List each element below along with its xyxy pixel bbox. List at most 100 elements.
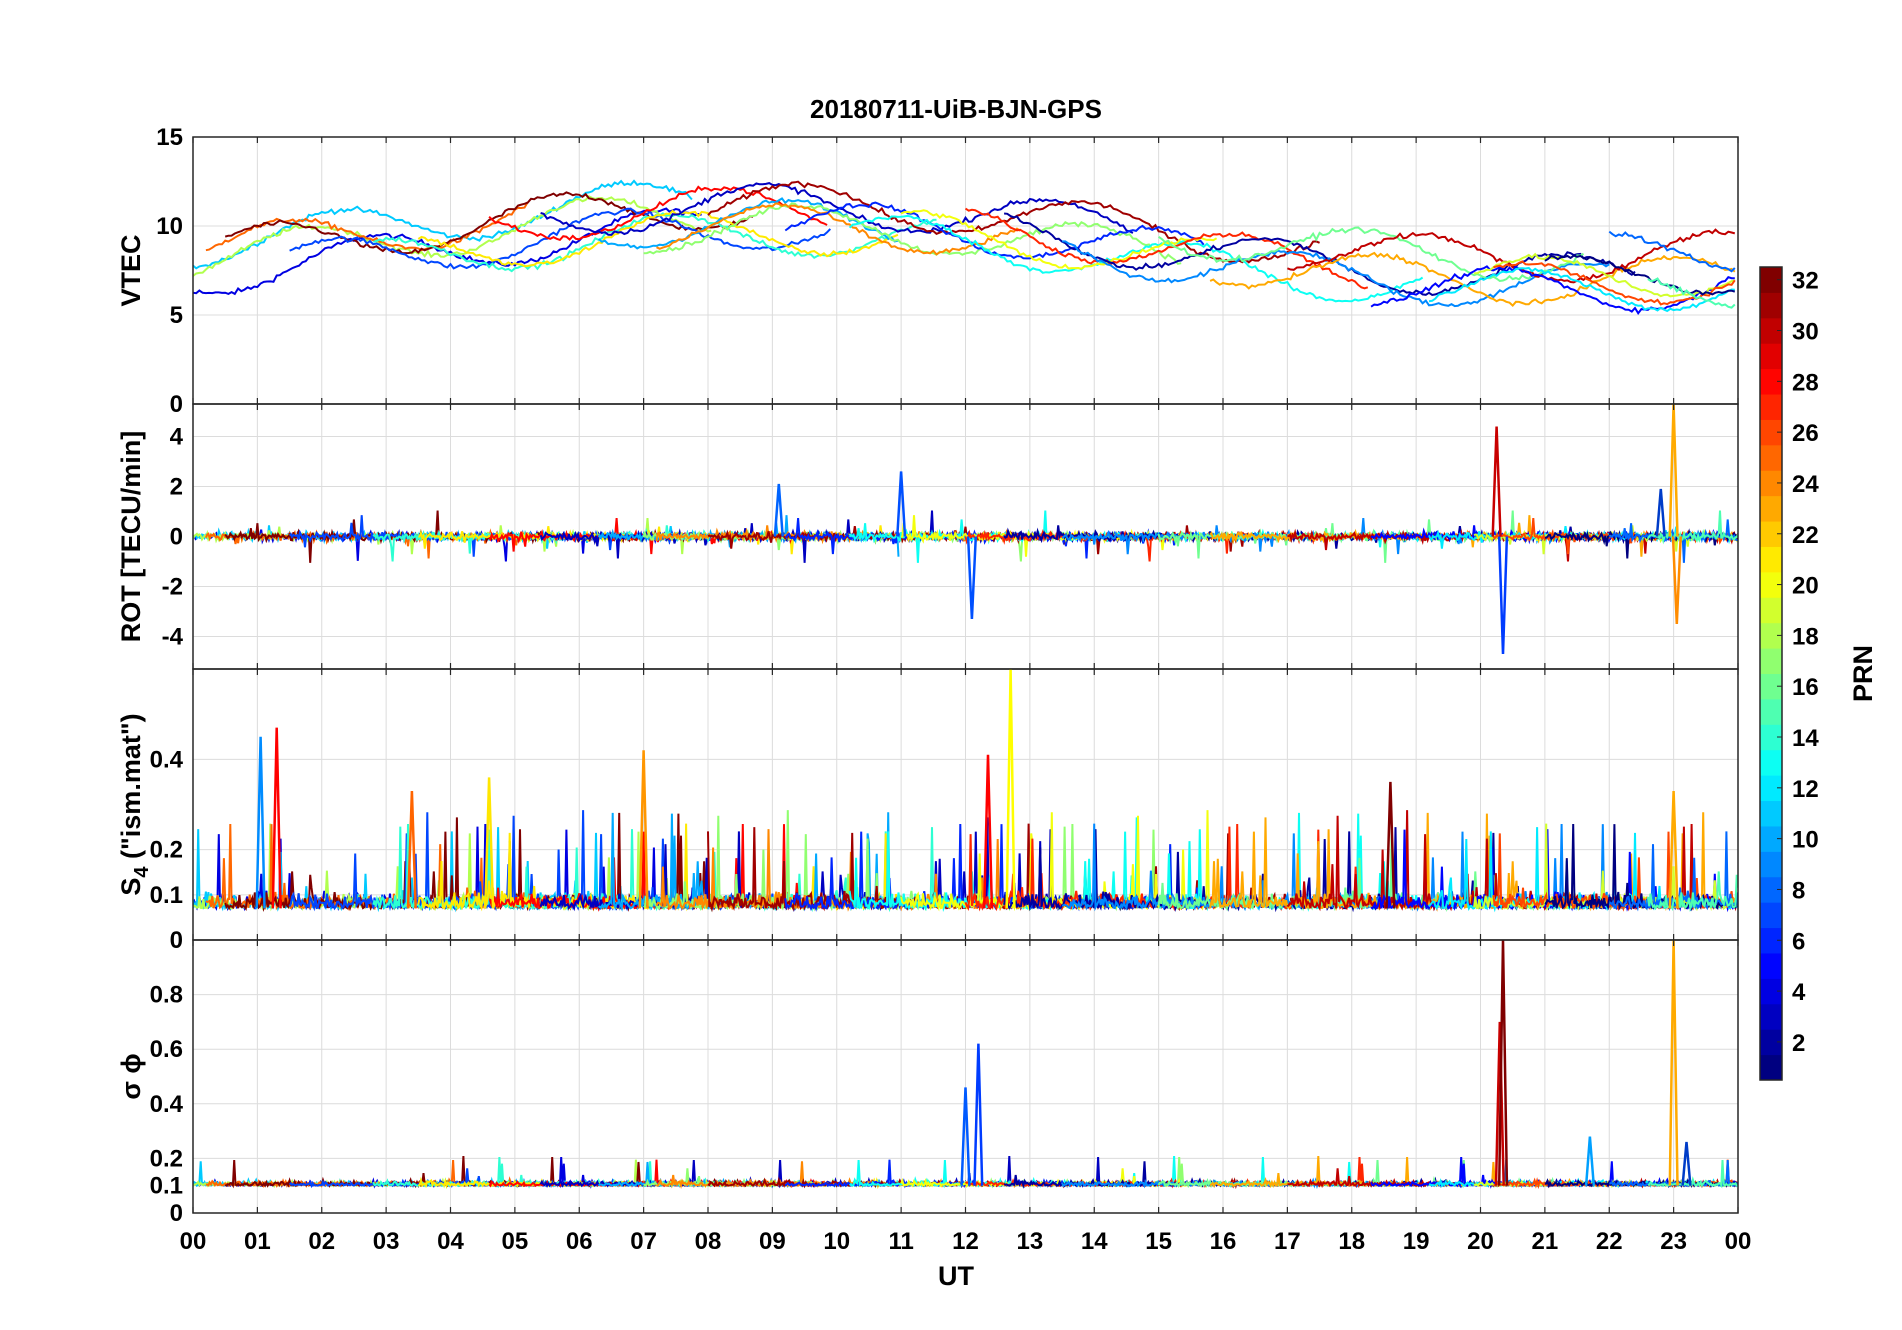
sigma_phi-spike-2: [1494, 1021, 1505, 1186]
colorbar-swatch-17: [1760, 648, 1782, 674]
x-tick-6: 06: [566, 1228, 593, 1255]
sigma_phi-ytick-2: 0.2: [150, 1145, 183, 1172]
colorbar-tick-14: 30: [1792, 319, 1819, 346]
rot-spike-1: [966, 536, 978, 620]
x-tick-7: 07: [630, 1228, 657, 1255]
rot-series-prn-15: [1647, 510, 1738, 545]
colorbar-swatch-27: [1760, 394, 1782, 420]
colorbar-swatch-13: [1760, 749, 1782, 776]
colorbar-label: PRN: [1848, 645, 1878, 702]
colorbar-swatch-18: [1760, 622, 1782, 649]
s4-spike-6: [1385, 781, 1396, 909]
panel-rot: -4 -2 0 2 4 ROT [TECU/min]: [116, 403, 1739, 670]
colorbar-swatch-5: [1760, 952, 1782, 979]
sigma_phi-ytick-1: 0.1: [150, 1173, 183, 1200]
vtec-ytick-1: 5: [170, 302, 183, 329]
vtec-series-prn-24: [656, 202, 1021, 256]
rot-ytick-2: 0: [170, 524, 183, 551]
colorbar-swatch-16: [1760, 673, 1782, 700]
sigma_phi-spike-0: [960, 1087, 971, 1186]
colorbar-tick-15: 32: [1792, 268, 1819, 295]
rot-ylabel: ROT [TECU/min]: [116, 431, 146, 642]
sigma_phi-ytick-3: 0.4: [150, 1091, 184, 1118]
vtec-series-prn-23: [1209, 251, 1736, 308]
s4-spike-8: [406, 790, 417, 909]
colorbar-swatch-7: [1760, 902, 1782, 929]
vtec-series-prn-20: [900, 209, 1218, 270]
s4-spike-1: [271, 727, 282, 909]
vtec-series-prn-32: [224, 191, 754, 255]
colorbar-tick-10: 22: [1792, 522, 1819, 549]
colorbar-tick-3: 8: [1792, 877, 1805, 904]
x-tick-8: 08: [695, 1228, 722, 1255]
vtec-series-prn-13: [848, 214, 1424, 303]
colorbar-tick-2: 6: [1792, 928, 1805, 955]
colorbar-swatch-28: [1760, 368, 1782, 395]
s4-spike-3: [982, 754, 994, 909]
panel-s4: 0 0.1 0.2 0.4S4 ("ism.mat"): [116, 668, 1739, 954]
x-tick-3: 03: [373, 1228, 400, 1255]
x-tick-18: 18: [1338, 1228, 1365, 1255]
x-tick-15: 15: [1145, 1228, 1172, 1255]
x-tick-9: 09: [759, 1228, 786, 1255]
rot-spike-5: [1668, 404, 1679, 537]
colorbar-swatch-1: [1760, 1054, 1782, 1081]
rot-series: [193, 404, 1738, 655]
vtec-ytick-0: 0: [170, 391, 183, 418]
colorbar-swatch-20: [1760, 571, 1782, 598]
x-tick-17: 17: [1274, 1228, 1301, 1255]
sigma_phi-spike-1: [973, 1043, 984, 1186]
colorbar-tick-1: 4: [1792, 979, 1806, 1006]
vtec-series-prn-27: [964, 207, 1369, 290]
colorbar-tick-12: 26: [1792, 420, 1819, 447]
x-tick-21: 21: [1532, 1228, 1559, 1255]
colorbar-swatch-6: [1760, 927, 1782, 954]
vtec-series-prn-28: [488, 185, 828, 242]
x-tick-labels: 00 01 02 03 04 05 06 07 08 09 10 11 12 13 14 15 16 17 18 19…: [180, 1228, 1752, 1255]
colorbar-tick-0: 2: [1792, 1030, 1805, 1057]
sigma_phi-spike-4: [1668, 940, 1679, 1186]
vtec-series-prn-11: [193, 179, 693, 270]
colorbar-swatch-23: [1760, 495, 1782, 522]
colorbar-swatch-14: [1760, 724, 1782, 751]
colorbar-swatch-4: [1760, 978, 1782, 1005]
rot-ytick-0: -4: [162, 624, 184, 651]
vtec-ytick-2: 10: [156, 213, 183, 240]
colorbar-tick-5: 12: [1792, 776, 1819, 803]
rot-spike-3: [1491, 426, 1502, 537]
sigma_phi-ylabel: σ ϕ: [116, 1053, 146, 1099]
x-tick-2: 02: [308, 1228, 335, 1255]
x-tick-0: 00: [180, 1228, 207, 1255]
colorbar-swatch-15: [1760, 698, 1782, 725]
vtec-series-prn-8: [1608, 230, 1736, 273]
vtec-ytick-3: 15: [156, 124, 183, 151]
x-tick-16: 16: [1210, 1228, 1237, 1255]
colorbar-tick-13: 28: [1792, 369, 1819, 396]
x-tick-23: 23: [1660, 1228, 1687, 1255]
colorbar-swatch-9: [1760, 851, 1782, 878]
colorbar-swatch-21: [1760, 546, 1782, 573]
colorbar-swatch-24: [1760, 470, 1782, 497]
colorbar-swatch-30: [1760, 317, 1782, 344]
x-tick-22: 22: [1596, 1228, 1623, 1255]
s4-spike-0: [255, 736, 266, 909]
x-tick-24: 00: [1725, 1228, 1752, 1255]
x-tick-12: 12: [952, 1228, 979, 1255]
vtec-series-prn-12: [1428, 266, 1735, 313]
x-tick-10: 10: [823, 1228, 850, 1255]
colorbar-tick-11: 24: [1792, 471, 1819, 498]
sigma_phi-series-prn-15: [1647, 1160, 1738, 1189]
vtec-series-prn-2: [1004, 212, 1636, 297]
rot-spike-6: [1671, 536, 1682, 625]
colorbar-tick-4: 10: [1792, 827, 1819, 854]
rot-ytick-4: 4: [170, 424, 184, 451]
colorbar-tick-6: 14: [1792, 725, 1819, 752]
vtec-series-prn-1: [1544, 254, 1736, 296]
rot-spike-7: [1655, 488, 1666, 537]
colorbar-swatch-11: [1760, 800, 1782, 827]
chart-title: 20180711-UiB-BJN-GPS: [810, 94, 1102, 124]
x-tick-4: 04: [437, 1228, 464, 1255]
s4-series: [193, 669, 1738, 913]
s4-spike-5: [484, 777, 495, 909]
s4-series-prn-15: [1646, 871, 1738, 913]
